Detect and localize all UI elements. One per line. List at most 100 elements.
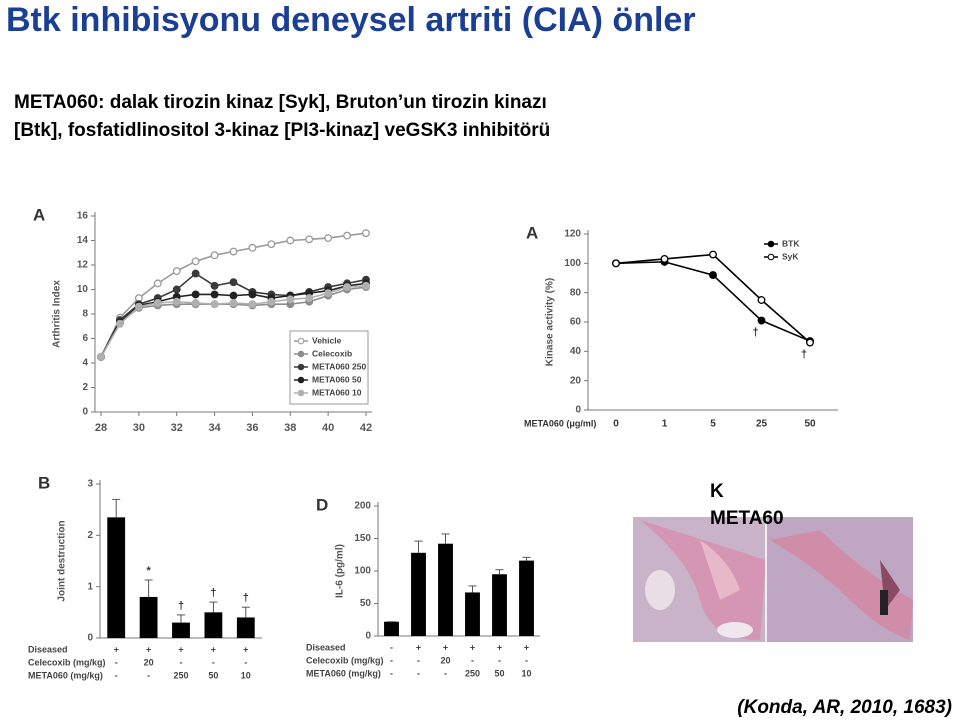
- x-tick-label: 38: [284, 422, 296, 434]
- data-point: [115, 319, 124, 328]
- y-tick-label: 100: [354, 566, 371, 577]
- x-tick-label: 40: [322, 422, 334, 434]
- x-tick-label: 42: [360, 422, 372, 434]
- bar: [465, 592, 480, 636]
- data-point: [210, 251, 219, 260]
- data-point: [709, 271, 717, 280]
- x-tick-label: 28: [95, 422, 107, 434]
- row-cell: +: [243, 644, 248, 654]
- significance-marker: †: [752, 326, 758, 338]
- x-tick-label: 25: [756, 419, 768, 430]
- y-axis-label: Arthritis Index: [52, 280, 63, 348]
- y-tick-label: 14: [77, 235, 89, 246]
- panel-label: A: [526, 223, 538, 242]
- data-point: [267, 240, 276, 249]
- row-label: Diseased: [28, 644, 68, 654]
- bar: [438, 543, 453, 636]
- row-cell: -: [417, 655, 420, 665]
- data-point: [191, 299, 200, 307]
- legend-label: META060 50: [312, 374, 362, 384]
- data-point: [248, 290, 257, 299]
- data-point: [286, 236, 295, 245]
- row-cell: -: [390, 668, 393, 678]
- y-tick-label: 3: [87, 479, 93, 490]
- y-axis-label: Kinase activity (%): [545, 278, 556, 366]
- y-tick-label: 2: [82, 382, 88, 393]
- bar: [519, 560, 534, 636]
- x-tick-label: 34: [208, 422, 221, 434]
- x-tick-label: 0: [613, 419, 619, 430]
- bar: [236, 617, 255, 638]
- data-point: [324, 234, 333, 242]
- legend-label: BTK: [782, 238, 800, 248]
- data-point: [612, 259, 620, 268]
- legend-marker: [297, 376, 305, 384]
- data-point: [709, 250, 717, 259]
- data-point: [343, 283, 352, 291]
- data-point: [806, 338, 814, 347]
- bar: [107, 517, 126, 638]
- legend-label: Celecoxib: [312, 348, 352, 358]
- x-tick-label: 30: [133, 422, 145, 434]
- legend-marker: [767, 253, 775, 261]
- row-cell: 20: [144, 657, 154, 667]
- data-point: [286, 295, 295, 304]
- row-label: Diseased: [306, 642, 346, 652]
- row-cell: +: [497, 642, 502, 652]
- data-point: [191, 257, 200, 266]
- row-label: META060 (mg/kg): [28, 670, 103, 680]
- image-label: META60: [710, 508, 784, 529]
- data-point: [343, 231, 352, 240]
- y-tick-label: 0: [575, 405, 581, 416]
- y-axis-label: Joint destruction: [57, 520, 68, 601]
- data-point: [210, 300, 219, 309]
- row-cell: -: [147, 670, 150, 680]
- data-point: [229, 299, 238, 307]
- row-cell: 250: [173, 670, 188, 680]
- bar: [204, 612, 223, 638]
- x-tick-label: 1: [662, 419, 668, 430]
- data-point: [153, 299, 162, 307]
- y-tick-label: 1: [87, 581, 93, 592]
- data-point: [191, 269, 200, 278]
- significance-marker: †: [210, 587, 216, 599]
- y-tick-label: 40: [570, 346, 582, 357]
- y-tick-label: 8: [82, 309, 88, 320]
- bar: [172, 622, 190, 638]
- y-tick-label: 0: [87, 633, 93, 644]
- row-cell: -: [390, 642, 393, 652]
- subtitle: META060: dalak tirozin kinaz [Syk], Brut…: [14, 92, 547, 113]
- y-tick-label: 80: [570, 287, 582, 298]
- y-tick-label: 10: [77, 284, 89, 295]
- y-tick-label: 16: [77, 211, 89, 222]
- data-point: [757, 316, 766, 325]
- row-cell: -: [498, 655, 501, 665]
- bar: [492, 574, 507, 636]
- legend-marker: [297, 337, 305, 345]
- bar: [411, 552, 426, 636]
- row-cell: 50: [208, 670, 218, 680]
- x-tick-label: 5: [710, 419, 716, 430]
- row-cell: 20: [440, 655, 450, 665]
- row-label: Celecoxib (mg/kg): [306, 655, 384, 665]
- title: Btk inhibisyonu deneysel artriti (CIA) ö…: [6, 1, 696, 39]
- legend-label: META060 250: [312, 361, 366, 371]
- row-cell: 250: [465, 668, 480, 678]
- data-point: [191, 290, 200, 299]
- y-tick-label: 120: [564, 229, 581, 240]
- row-cell: +: [470, 642, 475, 652]
- panel-label: B: [38, 473, 50, 492]
- row-cell: -: [115, 657, 118, 667]
- panel-label: A: [33, 205, 45, 224]
- row-cell: 10: [521, 668, 531, 678]
- row-label: META060 (mg/kg): [306, 668, 381, 678]
- bar: [384, 621, 399, 636]
- data-point: [172, 297, 181, 306]
- row-cell: -: [417, 668, 420, 678]
- legend-marker: [297, 389, 305, 397]
- significance-marker: †: [178, 600, 184, 612]
- y-tick-label: 150: [354, 533, 371, 544]
- row-cell: +: [416, 642, 421, 652]
- y-tick-label: 2: [87, 530, 93, 541]
- panel-label: D: [316, 495, 328, 514]
